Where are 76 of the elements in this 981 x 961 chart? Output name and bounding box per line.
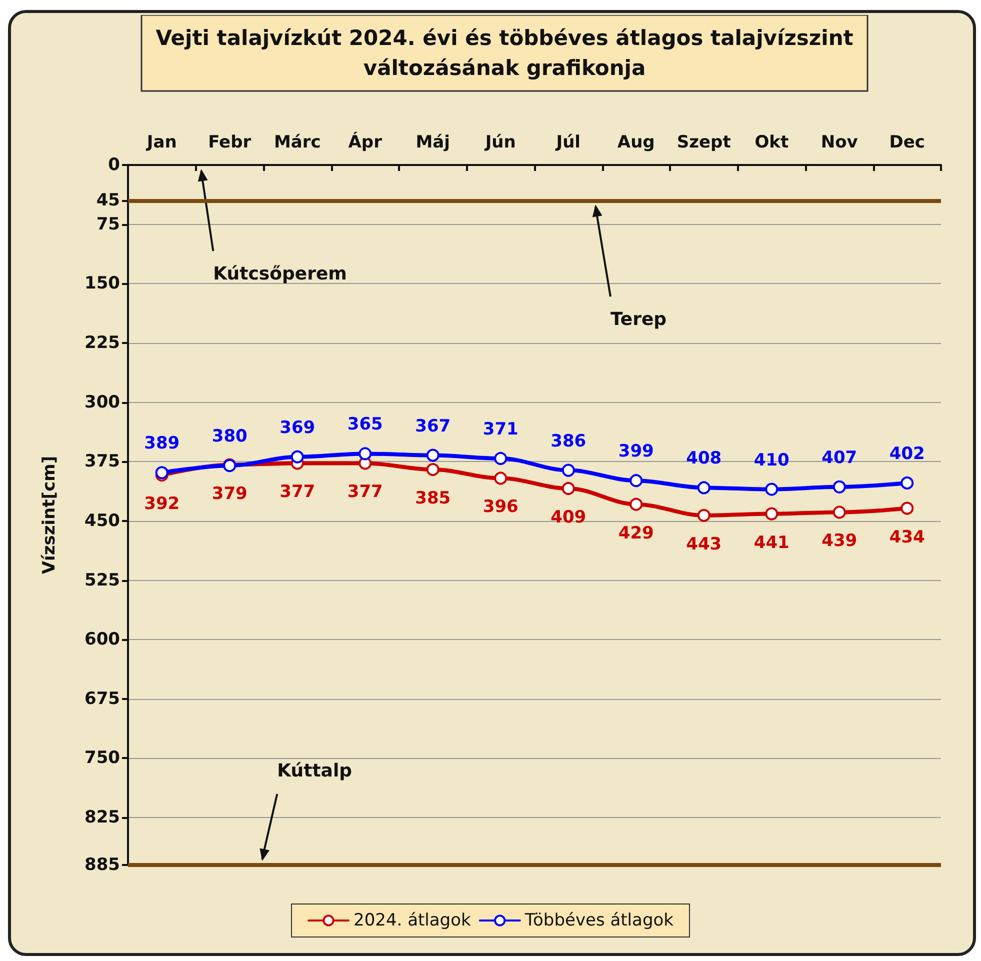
y-tick-label: 75 [96,214,120,234]
annotation: Kútcsőperem [213,264,347,284]
y-tick-label: 825 [84,808,120,828]
point [765,482,778,496]
data-label: 392 [144,494,180,514]
point [832,506,846,519]
legend-label: Többéves átlagok [524,910,674,930]
point [494,472,508,485]
point [832,480,846,494]
x-tick-label: Júl [555,132,581,152]
data-label: 441 [754,532,790,553]
data-label: 410 [754,450,790,470]
x-tick-label: Nov [820,132,858,152]
data-label: 377 [347,482,383,502]
y-tick-label: 750 [84,748,120,768]
y-tick-label: 45 [96,190,120,211]
data-label: 369 [280,418,316,438]
point [494,452,508,465]
point [630,474,643,488]
y-tick-label: 675 [84,688,120,709]
x-tick-label: Máj [416,132,450,152]
point [900,502,914,515]
data-label: 377 [280,482,316,502]
data-label: 389 [144,434,180,454]
data-label: 429 [618,523,654,544]
data-label: 380 [212,426,248,447]
y-tick-label: 300 [84,392,120,412]
data-label: 409 [550,508,586,528]
point [900,476,914,490]
point [562,482,575,495]
y-tick-label: 450 [84,510,120,531]
y-axis-title: Vízszint[cm] [40,456,60,574]
y-tick-label: 150 [84,274,120,294]
ref-line-label: Terep [610,309,667,330]
point [426,463,440,476]
point [155,466,168,480]
x-tick-label: Aug [617,132,655,152]
data-label: 407 [822,448,858,468]
ref-line-label: Kúttalp [277,760,352,782]
data-label: 434 [889,527,926,548]
y-tick-label: 885 [84,855,120,875]
data-label: 386 [550,431,586,452]
point [290,450,304,464]
point [358,447,372,460]
data-label: 367 [415,416,451,436]
x-tick-label: Jún [484,132,516,152]
point [697,481,710,494]
x-tick-label: Jan [146,132,177,152]
y-tick-label: 600 [84,630,120,650]
data-label: 399 [618,442,654,462]
x-tick-label: Márc [274,132,321,152]
point [562,464,575,477]
data-label: 371 [482,419,518,440]
y-tick-label: 525 [84,570,120,590]
y-tick-label: 0 [108,155,120,175]
data-label: 379 [212,484,248,504]
data-label: 396 [482,497,518,518]
data-label: 408 [686,448,722,469]
data-label: 439 [822,531,858,552]
data-label: 365 [347,414,383,435]
point [697,508,710,522]
y-tick-label: 375 [84,452,120,472]
data-label: 402 [889,444,925,464]
point [426,448,440,462]
point [630,498,643,511]
x-tick-label: Okt [754,132,789,152]
x-tick-label: Febr [208,132,252,152]
y-tick-label: 225 [84,332,120,353]
chart-title: Vejti talajvízkút 2024. évi és többéves átlagos talajvízszint változásának grafikonja [156,26,854,80]
x-tick-label: Szept [676,132,731,152]
x-tick-label: Dec [889,132,925,152]
legend-label: 2024. átlagok [354,910,471,930]
data-label: 443 [686,534,722,554]
point [765,507,778,520]
x-tick-label: Ápr [348,132,383,152]
data-label: 385 [415,488,451,509]
